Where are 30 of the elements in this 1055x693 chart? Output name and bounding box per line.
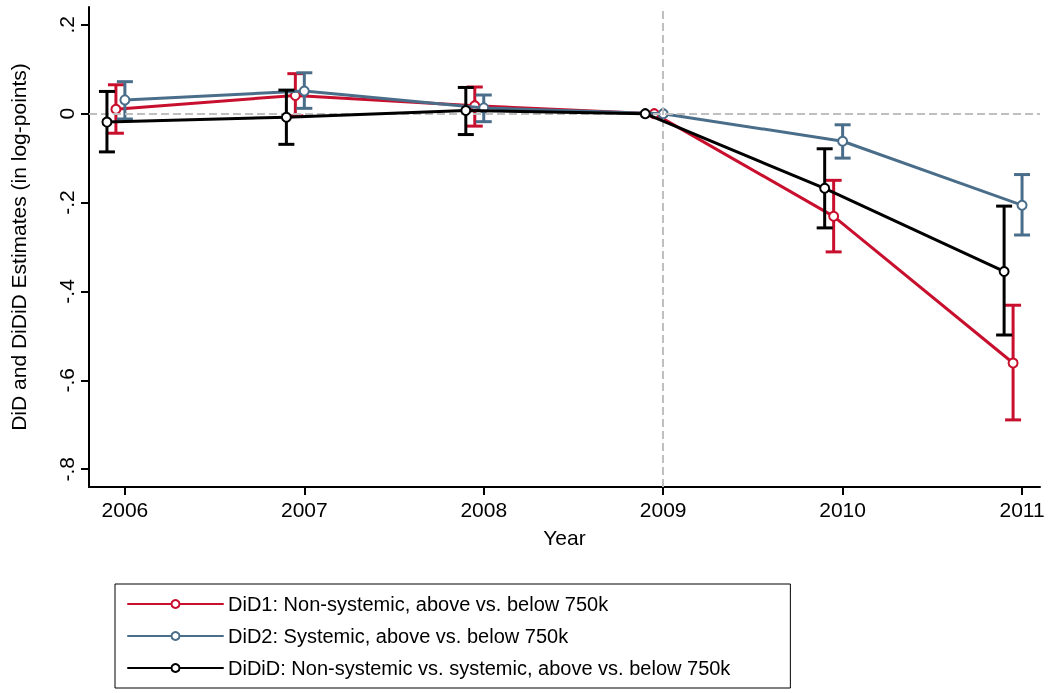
x-axis-title: Year xyxy=(543,526,586,549)
legend-label: DiD1: Non-systemic, above vs. below 750k xyxy=(228,593,610,615)
point xyxy=(119,94,131,106)
point xyxy=(298,85,310,97)
y-tick-label: -.8 xyxy=(55,456,78,482)
y-tick-label: .2 xyxy=(55,16,78,34)
x-tick-label: 2008 xyxy=(460,498,508,521)
point xyxy=(639,108,651,120)
y-tick-label: -.4 xyxy=(55,278,78,304)
legend-label: DiDiD: Non-systemic vs. systemic, above vs. below 750k xyxy=(228,657,732,679)
point xyxy=(460,105,472,117)
point xyxy=(998,265,1010,277)
point xyxy=(1007,357,1019,369)
point xyxy=(1016,199,1028,211)
x-tick-label: 2007 xyxy=(280,498,328,521)
y-tick-label: 0 xyxy=(55,107,78,120)
point xyxy=(101,116,113,128)
x-tick-label: 2009 xyxy=(639,498,687,521)
y-tick-label: -.2 xyxy=(55,190,78,215)
x-tick-label: 2011 xyxy=(999,498,1045,521)
point xyxy=(828,210,840,222)
point xyxy=(819,182,831,194)
legend-label: DiD2: Systemic, above vs. below 750k xyxy=(228,625,570,647)
point xyxy=(837,135,849,147)
y-tick-label: -.6 xyxy=(55,368,78,393)
x-tick-label: 2006 xyxy=(101,498,149,521)
point xyxy=(280,111,292,123)
x-tick-label: 2010 xyxy=(819,498,866,521)
point xyxy=(110,103,122,115)
y-axis-title: DiD and DiDiD Estimates (in log-points) xyxy=(7,63,30,431)
